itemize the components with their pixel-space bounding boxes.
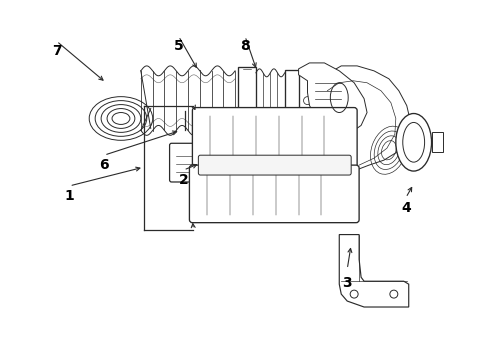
FancyBboxPatch shape [190, 165, 359, 223]
Ellipse shape [350, 290, 358, 298]
Ellipse shape [348, 212, 354, 218]
Text: 1: 1 [65, 189, 74, 203]
FancyBboxPatch shape [198, 155, 351, 175]
Text: 6: 6 [99, 158, 109, 172]
Ellipse shape [346, 113, 352, 118]
Bar [285, 70, 298, 131]
Text: 7: 7 [51, 44, 61, 58]
Bar [238, 67, 256, 134]
Text: 5: 5 [173, 39, 183, 53]
Ellipse shape [403, 122, 425, 162]
Bar [432, 132, 443, 152]
Ellipse shape [195, 212, 200, 218]
Ellipse shape [195, 170, 200, 176]
Text: 8: 8 [240, 39, 250, 53]
Text: 4: 4 [401, 201, 411, 215]
Text: 3: 3 [343, 276, 352, 290]
Polygon shape [339, 235, 409, 307]
Ellipse shape [348, 170, 354, 176]
Ellipse shape [197, 113, 203, 118]
Ellipse shape [396, 113, 432, 171]
Polygon shape [308, 66, 411, 170]
Polygon shape [298, 63, 367, 132]
Ellipse shape [390, 290, 398, 298]
Ellipse shape [346, 157, 352, 163]
Ellipse shape [197, 157, 203, 163]
FancyBboxPatch shape [193, 108, 357, 168]
Text: 2: 2 [178, 173, 188, 187]
FancyBboxPatch shape [170, 143, 201, 182]
